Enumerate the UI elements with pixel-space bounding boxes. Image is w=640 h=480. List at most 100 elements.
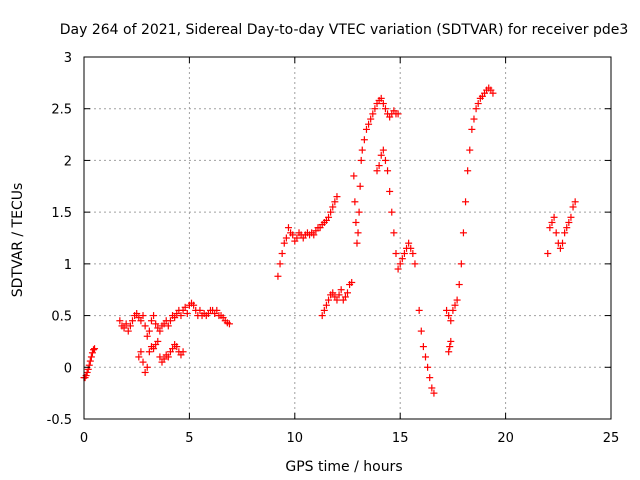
data-point: [135, 353, 143, 361]
data-point: [445, 312, 453, 320]
data-point: [571, 198, 579, 206]
data-point: [443, 306, 451, 314]
data-point: [213, 306, 221, 314]
data-point: [377, 151, 385, 159]
data-point: [559, 239, 567, 247]
data-point: [445, 348, 453, 356]
data-point: [462, 198, 470, 206]
data-point: [141, 368, 149, 376]
data-point: [381, 156, 389, 164]
data-point: [280, 239, 288, 247]
data-point: [329, 203, 337, 211]
data-point: [419, 343, 427, 351]
data-point: [377, 94, 385, 102]
data-point: [156, 353, 164, 361]
data-point: [369, 110, 377, 118]
data-point: [145, 348, 153, 356]
data-point: [327, 208, 335, 216]
data-point: [318, 312, 326, 320]
y-tick-label: 2.5: [51, 103, 72, 118]
data-point: [139, 358, 147, 366]
data-point: [552, 229, 560, 237]
y-tick-label: 2: [64, 154, 72, 169]
data-point: [390, 229, 398, 237]
data-point: [145, 327, 153, 335]
data-point: [565, 218, 573, 226]
data-point: [459, 229, 467, 237]
data-point: [86, 357, 94, 365]
y-tick-label: 3: [64, 51, 72, 66]
data-point: [143, 363, 151, 371]
data-point: [310, 231, 318, 239]
data-point: [398, 255, 406, 263]
data-point: [449, 306, 457, 314]
data-point: [137, 317, 145, 325]
data-point: [371, 105, 379, 113]
data-points: [80, 84, 579, 397]
data-point: [421, 353, 429, 361]
data-point: [405, 239, 413, 247]
data-point: [171, 314, 179, 322]
x-axis-title: GPS time / hours: [285, 459, 402, 475]
data-point: [143, 332, 151, 340]
data-point: [344, 289, 351, 297]
data-point: [386, 187, 394, 195]
data-point: [563, 224, 571, 232]
data-point: [325, 296, 333, 304]
x-tick-label: 15: [392, 431, 409, 446]
data-point: [177, 312, 185, 320]
data-point: [152, 320, 160, 328]
data-point: [225, 320, 233, 328]
data-point: [451, 301, 459, 309]
data-point: [89, 346, 97, 354]
data-point: [133, 310, 141, 318]
data-point: [356, 182, 364, 190]
data-point: [120, 324, 128, 332]
y-tick-label: -0.5: [47, 413, 72, 428]
data-point: [156, 327, 164, 335]
data-point: [375, 162, 383, 170]
data-point: [183, 310, 191, 318]
data-point: [337, 286, 345, 294]
data-point: [358, 146, 366, 154]
data-point: [348, 278, 356, 286]
data-point: [282, 234, 290, 242]
data-point: [447, 317, 455, 325]
data-point: [154, 337, 162, 345]
data-point: [122, 320, 130, 328]
data-point: [561, 229, 569, 237]
data-point: [446, 343, 454, 351]
data-point: [293, 234, 301, 242]
data-point: [350, 172, 358, 180]
data-point: [550, 213, 558, 221]
data-point: [428, 384, 436, 392]
data-point: [548, 218, 556, 226]
data-point: [166, 317, 174, 325]
data-point: [322, 301, 330, 309]
x-tick-label: 20: [497, 431, 514, 446]
data-point: [430, 389, 438, 397]
data-point: [407, 244, 415, 252]
data-point: [333, 296, 341, 304]
data-point: [196, 306, 204, 314]
data-point: [87, 353, 95, 361]
data-point: [453, 296, 461, 304]
data-point: [384, 167, 392, 175]
data-point: [284, 224, 292, 232]
data-point: [128, 317, 136, 325]
x-tick-label: 10: [287, 431, 304, 446]
data-point: [411, 260, 419, 268]
data-point: [365, 120, 373, 128]
data-point: [164, 353, 172, 361]
data-point: [379, 100, 387, 108]
data-point: [331, 198, 339, 206]
data-point: [470, 115, 478, 123]
data-point: [352, 218, 360, 226]
data-point: [567, 213, 575, 221]
data-point: [489, 89, 497, 97]
data-point: [396, 260, 404, 268]
data-point: [381, 105, 389, 113]
data-point: [173, 343, 181, 351]
data-point: [335, 291, 343, 299]
data-point: [139, 312, 147, 320]
